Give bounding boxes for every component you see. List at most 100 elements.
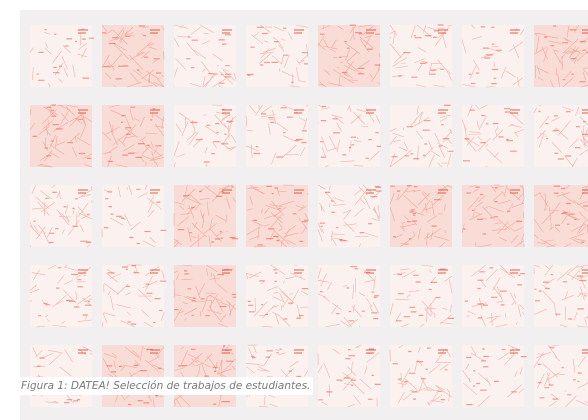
thumbnail [246, 25, 308, 87]
thumbnail [30, 105, 92, 167]
thumbnail-legend [78, 109, 88, 114]
thumbnail-legend [150, 109, 160, 114]
thumbnail [534, 25, 588, 87]
thumbnail-marks [103, 188, 167, 245]
thumbnail-lines [317, 184, 381, 248]
thumbnail-legend [222, 109, 232, 114]
thumbnail-legend [222, 189, 232, 194]
thumbnail-lines [29, 184, 93, 248]
thumbnail-lines [101, 264, 165, 328]
thumbnail-marks [107, 106, 162, 162]
thumbnail-lines [245, 104, 309, 165]
thumbnail-marks [544, 25, 588, 83]
thumbnail [174, 265, 236, 327]
thumbnail-legend [510, 349, 520, 354]
thumbnail-marks [463, 186, 523, 235]
thumbnail-marks [466, 348, 527, 406]
thumbnail-marks [33, 191, 91, 244]
thumbnail [30, 345, 92, 407]
thumbnail-lines [466, 264, 525, 328]
thumbnail-legend [582, 269, 588, 274]
thumbnail-legend [294, 189, 304, 194]
thumbnail-legend [366, 109, 376, 114]
thumbnail [30, 185, 92, 247]
thumbnail [246, 265, 308, 327]
thumbnail [534, 105, 588, 167]
thumbnail-legend [582, 109, 588, 114]
thumbnail-grid [29, 24, 588, 408]
thumbnail-legend [294, 29, 304, 34]
thumbnail-marks [468, 26, 502, 85]
thumbnail-marks [190, 108, 233, 163]
thumbnail-marks [247, 269, 309, 320]
thumbnail [318, 25, 380, 87]
thumbnail [102, 265, 164, 327]
thumbnail-marks [538, 110, 588, 160]
thumbnail-lines [533, 104, 588, 168]
thumbnail-marks [390, 185, 441, 240]
thumbnail-lines [389, 105, 453, 168]
thumbnail-legend [294, 109, 304, 114]
thumbnail [318, 345, 380, 407]
thumbnail-marks [391, 104, 454, 160]
thumbnail-lines [29, 264, 93, 328]
thumbnail [318, 265, 380, 327]
thumbnail-legend [78, 269, 88, 274]
thumbnail-lines [251, 24, 309, 88]
thumbnail-legend [78, 349, 88, 354]
thumbnail-legend [366, 269, 376, 274]
thumbnail-lines [173, 104, 237, 168]
thumbnail [102, 185, 164, 247]
thumbnail-legend [438, 189, 448, 194]
thumbnail-marks [102, 25, 162, 80]
thumbnail-legend [366, 189, 376, 194]
thumbnail-legend [438, 349, 448, 354]
thumbnail-legend [438, 269, 448, 274]
thumbnail-lines [389, 184, 453, 248]
thumbnail [462, 345, 524, 407]
thumbnail-lines [101, 104, 165, 168]
thumbnail [390, 265, 452, 327]
thumbnail-marks [320, 105, 381, 159]
thumbnail-legend [366, 29, 376, 34]
thumbnail [390, 185, 452, 247]
thumbnail-legend [510, 189, 520, 194]
thumbnail-lines [173, 344, 237, 408]
thumbnail [462, 105, 524, 167]
thumbnail-marks [253, 185, 309, 246]
thumbnail-marks [463, 108, 517, 162]
thumbnail-lines [389, 264, 453, 328]
thumbnail-lines [173, 264, 237, 328]
thumbnail-legend [510, 269, 520, 274]
thumbnail [462, 185, 524, 247]
thumbnail-legend [510, 109, 520, 114]
thumbnail [246, 105, 308, 167]
thumbnail-marks [398, 24, 445, 78]
thumbnail [30, 25, 92, 87]
thumbnail-legend [222, 29, 232, 34]
thumbnail-legend [582, 349, 588, 354]
thumbnail-marks [319, 266, 379, 322]
thumbnail-marks [246, 26, 308, 83]
thumbnail-lines [389, 344, 452, 406]
thumbnail-legend [150, 269, 160, 274]
thumbnail [534, 185, 588, 247]
thumbnail-legend [294, 349, 304, 354]
thumbnail [534, 265, 588, 327]
figure-caption: Figura 1: DATEA! Selección de trabajos d… [18, 377, 314, 395]
thumbnail-legend [78, 29, 88, 34]
thumbnail-legend [150, 189, 160, 194]
thumbnail-marks [537, 347, 582, 400]
thumbnail-lines [317, 104, 381, 168]
thumbnail-legend [510, 29, 520, 34]
thumbnail-lines [173, 24, 237, 88]
thumbnail-marks [107, 265, 167, 325]
thumbnail-lines [173, 184, 237, 248]
thumbnail-lines [29, 104, 93, 168]
thumbnail-lines [533, 264, 588, 328]
thumbnail-lines [533, 24, 588, 88]
thumbnail-legend [366, 349, 376, 354]
